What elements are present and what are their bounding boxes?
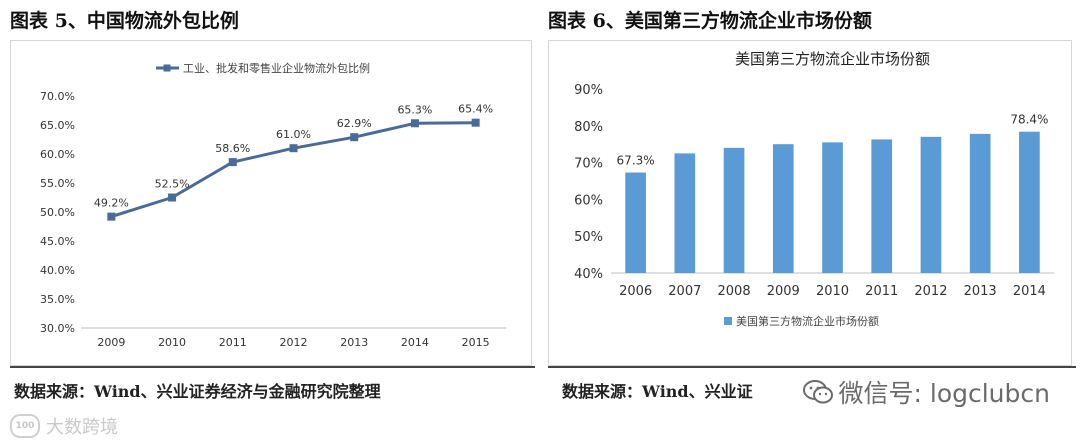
left-figure-title: 图表 5、中国物流外包比例: [10, 10, 239, 32]
right-source-note: 数据来源：Wind、兴业证: [562, 382, 753, 401]
left-source-note: 数据来源：Wind、兴业证券经济与金融研究院整理: [14, 382, 381, 401]
watermark-brand-text: 大数跨境: [46, 417, 118, 438]
y-tick-label: 80%: [574, 120, 603, 135]
wechat-watermark: 微信号: logclubcn: [802, 374, 1050, 410]
y-tick-label: 50%: [574, 230, 603, 245]
y-tick-label: 45.0%: [40, 235, 75, 248]
y-tick-label: 35.0%: [40, 293, 75, 306]
data-label: 62.9%: [337, 117, 372, 130]
x-tick-label: 2009: [767, 284, 800, 299]
data-label: 65.4%: [458, 103, 493, 116]
x-tick-label: 2011: [865, 284, 898, 299]
data-label: 58.6%: [215, 142, 250, 155]
x-tick-label: 2014: [401, 336, 429, 349]
x-tick-label: 2006: [619, 284, 652, 299]
line-chart: 工业、批发和零售业企业物流外包比例 70.0% 65.0% 60.0% 55.0% 50.…: [40, 61, 506, 349]
data-point: [168, 193, 177, 202]
wechat-watermark-text: 微信号: logclubcn: [838, 379, 1050, 408]
bar: [674, 153, 696, 273]
data-point: [107, 212, 116, 221]
left-divider: [10, 366, 535, 368]
x-tick-label: 2012: [914, 284, 947, 299]
y-tick-label: 50.0%: [40, 206, 75, 219]
bar: [822, 142, 843, 273]
right-figure-panel: 图表 6、美国第三方物流企业市场份额 美国第三方物流企业市场份额 90% 80% 70…: [540, 0, 1080, 442]
x-tick-label: 2014: [1013, 284, 1046, 299]
y-tick-label: 70%: [574, 157, 603, 172]
right-chart-frame: 美国第三方物流企业市场份额 90% 80% 70% 60% 50% 40% 2006 67.3%…: [548, 40, 1072, 366]
bar: [969, 133, 991, 273]
legend-marker: [163, 64, 171, 72]
left-figure-panel: 图表 5、中国物流外包比例 工业、批发和零售业企业物流外包比例 70.0% 65.0…: [0, 0, 535, 442]
x-tick-label: 2008: [718, 284, 751, 299]
watermark-logo-icon: 100: [10, 414, 40, 438]
x-tick-label: 2010: [158, 336, 186, 349]
data-point: [410, 119, 419, 128]
bottom-left-watermark: 100 大数跨境: [0, 410, 170, 442]
y-tick-label: 70.0%: [40, 90, 75, 103]
right-divider: [548, 366, 1076, 368]
y-tick-label: 60.0%: [40, 148, 75, 161]
legend-label: 工业、批发和零售业企业物流外包比例: [183, 61, 370, 75]
bar-chart: 美国第三方物流企业市场份额 90% 80% 70% 60% 50% 40% 2006 67.3%…: [574, 50, 1054, 328]
x-tick-label: 2013: [964, 284, 997, 299]
y-tick-label: 30.0%: [40, 322, 75, 335]
x-tick-label: 2010: [816, 284, 849, 299]
y-tick-label: 55.0%: [40, 177, 75, 190]
data-label: 65.3%: [397, 103, 432, 116]
y-tick-label: 65.0%: [40, 119, 75, 132]
left-chart-frame: 工业、批发和零售业企业物流外包比例 70.0% 65.0% 60.0% 55.0% 50.…: [10, 40, 532, 366]
x-tick-label: 2015: [462, 336, 490, 349]
wechat-icon: [802, 379, 833, 405]
data-label: 78.4%: [1010, 113, 1048, 127]
y-tick-label: 60%: [574, 193, 603, 208]
x-tick-label: 2011: [219, 336, 247, 349]
data-label: 49.2%: [94, 197, 129, 210]
bar: [1019, 131, 1040, 273]
data-label: 61.0%: [276, 128, 311, 141]
right-figure-title: 图表 6、美国第三方物流企业市场份额: [548, 10, 872, 32]
data-point: [228, 158, 237, 167]
y-tick-label: 40%: [574, 267, 603, 282]
data-point: [350, 133, 359, 142]
bar-chart-title: 美国第三方物流企业市场份额: [735, 50, 930, 68]
data-point: [289, 144, 298, 153]
data-label: 52.5%: [155, 178, 190, 191]
bar: [920, 136, 942, 273]
bar: [625, 172, 646, 273]
legend-label: 美国第三方物流企业市场份额: [736, 314, 879, 328]
x-tick-label: 2007: [668, 284, 701, 299]
legend-swatch: [724, 317, 732, 325]
bar: [772, 144, 794, 273]
y-tick-label: 90%: [574, 83, 603, 98]
x-tick-label: 2012: [280, 336, 308, 349]
data-label: 67.3%: [617, 154, 655, 168]
bar: [723, 147, 745, 273]
y-tick-label: 40.0%: [40, 264, 75, 277]
data-point: [471, 118, 480, 127]
x-tick-label: 2009: [97, 336, 125, 349]
x-tick-label: 2013: [340, 336, 368, 349]
bar: [871, 139, 893, 273]
